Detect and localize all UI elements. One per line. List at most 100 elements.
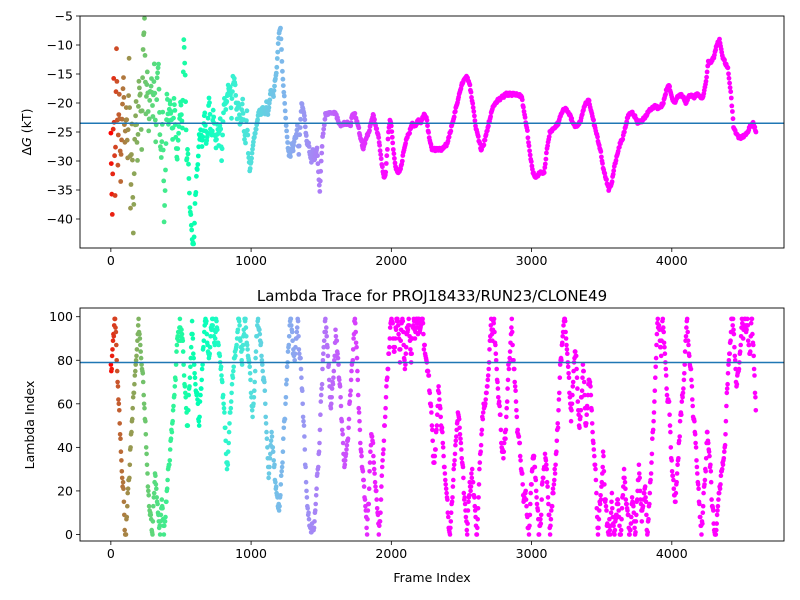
lambda-point: [186, 392, 191, 398]
lambda-point: [432, 453, 438, 459]
lambda-point: [528, 490, 533, 496]
lambda-point: [406, 323, 412, 328]
lambda-point: [721, 456, 727, 461]
lambda-point: [230, 375, 236, 381]
y-tick-label: −40: [47, 212, 73, 227]
lambda-point: [542, 451, 548, 457]
lambda-point: [239, 358, 244, 363]
lambda-point: [177, 316, 183, 322]
lambda-point: [680, 395, 685, 400]
lambda-point: [449, 499, 455, 505]
lambda-point: [544, 462, 549, 468]
lambda-point: [575, 386, 580, 391]
lambda-point: [186, 408, 191, 413]
lambda-point: [479, 427, 485, 433]
lambda-point: [290, 338, 295, 344]
delta-g-point: [114, 46, 119, 52]
delta-g-point: [231, 76, 237, 81]
delta-g-point: [128, 182, 134, 187]
lambda-point: [367, 469, 372, 474]
lambda-point: [436, 390, 442, 396]
lambda-point: [650, 436, 655, 442]
lambda-point: [589, 421, 595, 426]
lambda-point: [608, 510, 614, 515]
delta-g-point: [284, 134, 290, 140]
delta-g-point: [156, 61, 161, 67]
delta-g-point: [175, 137, 181, 143]
delta-g-point: [151, 79, 157, 84]
lambda-point: [612, 527, 618, 533]
lambda-point: [360, 469, 366, 474]
lambda-point: [613, 516, 618, 522]
delta-g-point: [546, 134, 552, 140]
delta-g-point: [133, 113, 139, 119]
lambda-point: [496, 399, 502, 404]
lambda-point: [448, 510, 454, 515]
delta-g-point: [247, 166, 253, 171]
lambda-point: [569, 401, 575, 407]
delta-g-point: [191, 241, 197, 247]
lambda-point: [451, 466, 457, 472]
lambda-point: [379, 464, 385, 470]
lambda-point: [349, 368, 354, 374]
lambda-point: [337, 384, 343, 389]
lambda-point: [649, 460, 654, 465]
lambda-point: [207, 351, 212, 357]
lambda-point: [305, 506, 311, 511]
lambda-point: [164, 499, 169, 505]
delta-g-point: [526, 143, 532, 149]
lambda-point: [200, 362, 205, 367]
lambda-point: [320, 358, 326, 363]
delta-g-point: [291, 142, 296, 148]
lambda-point: [441, 453, 446, 459]
lambda-point: [339, 427, 345, 433]
lambda-point: [258, 340, 264, 346]
lambda-point: [395, 318, 401, 324]
delta-g-point: [667, 84, 672, 89]
lambda-point: [264, 436, 270, 442]
delta-g-point: [163, 167, 168, 173]
delta-g-point: [218, 126, 224, 132]
lambda-point: [179, 331, 185, 337]
lambda-point: [240, 342, 246, 348]
lambda-point: [504, 399, 510, 404]
lambda-point: [472, 495, 477, 500]
delta-g-point: [243, 140, 248, 146]
lambda-point: [114, 368, 120, 374]
y-tick-label: −20: [47, 96, 73, 111]
lambda-point: [465, 508, 471, 513]
delta-g-point: [542, 165, 548, 170]
lambda-point: [143, 432, 149, 437]
delta-g-point: [206, 95, 212, 101]
lambda-point: [515, 427, 520, 433]
lambda-point: [160, 506, 165, 511]
delta-g-point: [188, 212, 194, 218]
lambda-point: [548, 516, 554, 522]
lambda-point: [316, 449, 322, 455]
lambda-point: [649, 451, 655, 457]
lambda-point: [187, 375, 193, 381]
lambda-point: [534, 495, 539, 500]
lambda-point: [121, 486, 126, 492]
lambda-point: [117, 432, 123, 437]
delta-g-point: [296, 152, 302, 157]
delta-g-point: [161, 219, 167, 225]
lambda-point: [575, 399, 581, 404]
lambda-point: [491, 320, 497, 326]
lambda-point: [580, 375, 585, 381]
lambda-point: [194, 390, 200, 396]
lambda-point: [494, 366, 500, 372]
lambda-point: [628, 521, 634, 526]
delta-g-point: [356, 125, 362, 131]
lambda-point: [316, 464, 321, 470]
lambda-point: [706, 449, 712, 455]
delta-g-point: [448, 128, 454, 134]
lambda-point: [696, 486, 701, 492]
lambda-point: [745, 323, 751, 328]
lambda-point: [317, 440, 322, 446]
lambda-point: [593, 477, 599, 483]
lambda-point: [650, 427, 656, 433]
lambda-point: [636, 462, 642, 468]
lambda-point: [128, 445, 133, 450]
delta-g-point: [229, 115, 234, 121]
